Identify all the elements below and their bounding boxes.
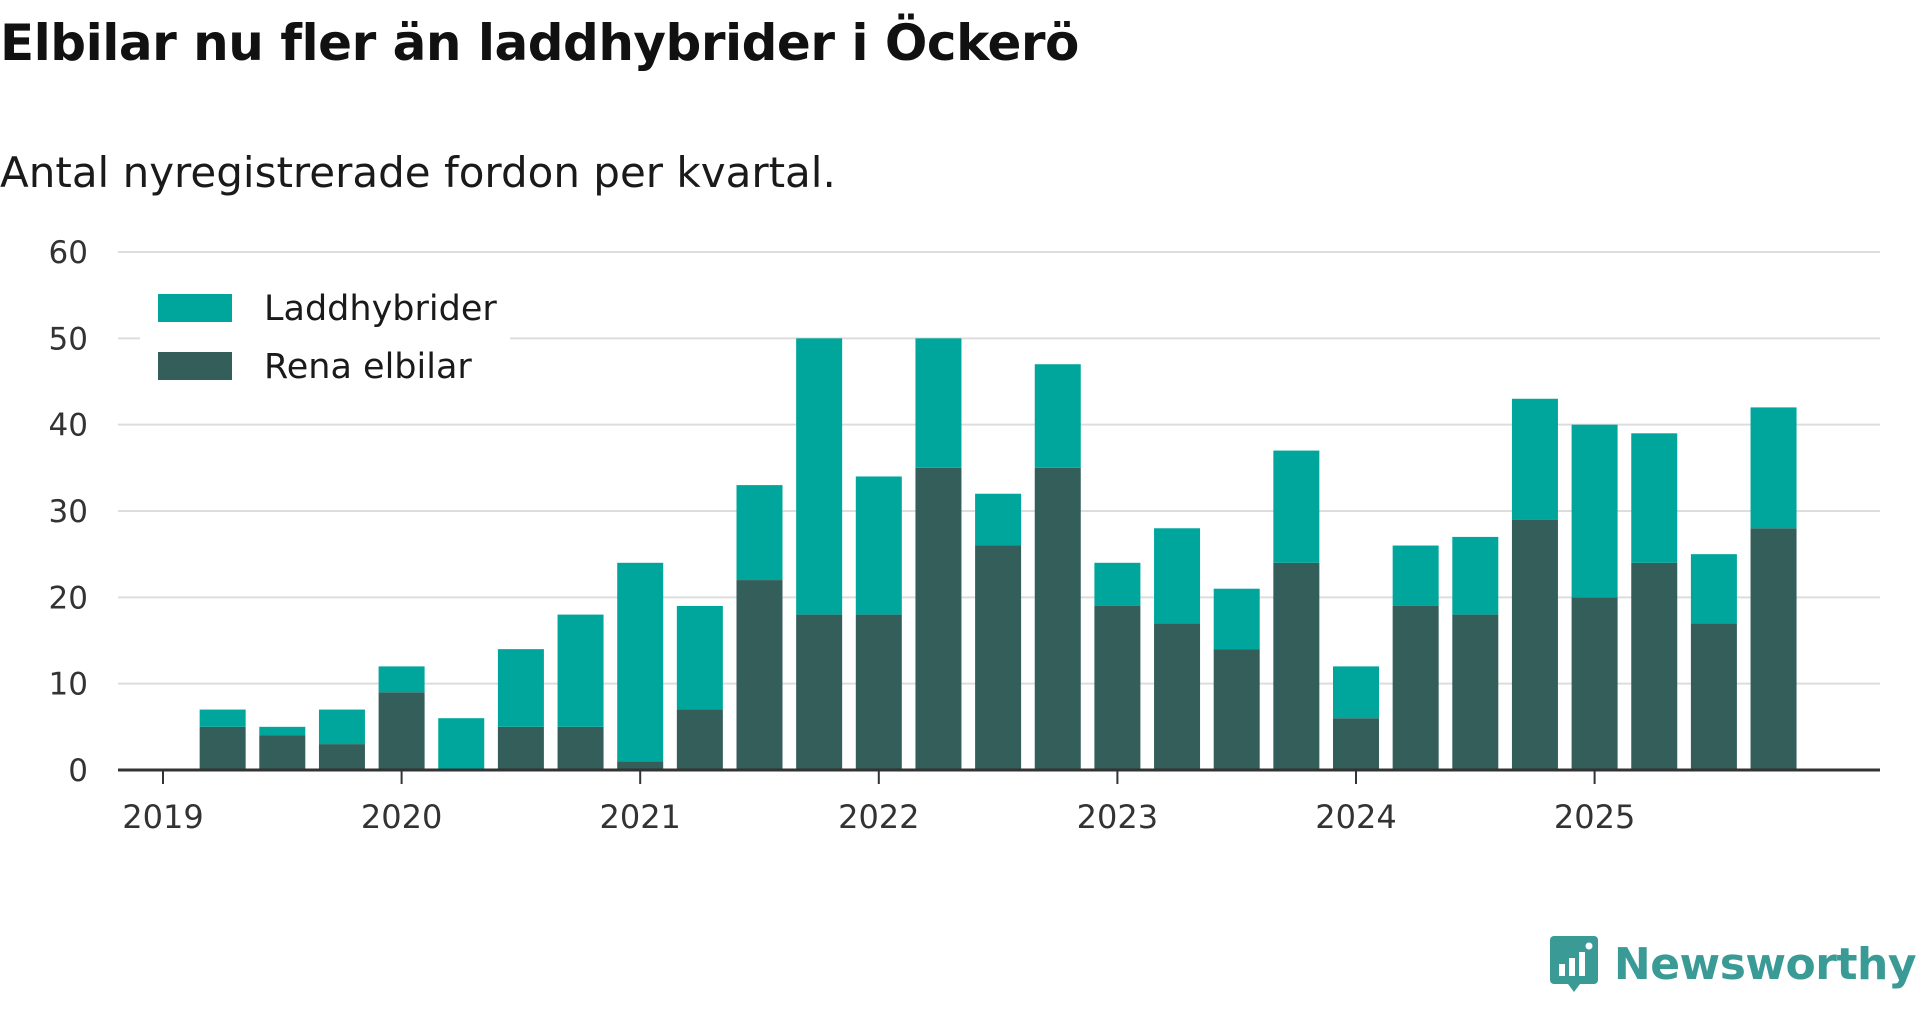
- bar-laddhybrider: [1571, 424, 1618, 598]
- x-tick-label: 2022: [838, 798, 919, 836]
- brand-name: Newsworthy: [1613, 938, 1917, 990]
- bar-rena-elbilar: [1213, 649, 1260, 770]
- chart-title: Elbilar nu fler än laddhybrider i Öckerö: [0, 14, 1079, 72]
- legend-swatch: [158, 294, 232, 322]
- x-tick-label: 2021: [599, 798, 680, 836]
- bar-rena-elbilar: [1034, 467, 1081, 770]
- bar-rena-elbilar: [736, 580, 783, 770]
- bar-rena-elbilar: [259, 735, 306, 770]
- bar-laddhybrider: [259, 726, 306, 736]
- bar-laddhybrider: [1452, 536, 1499, 615]
- bar-rena-elbilar: [975, 545, 1022, 770]
- bar-laddhybrider: [557, 614, 604, 727]
- bar-laddhybrider: [1392, 545, 1439, 606]
- bar-laddhybrider: [1213, 588, 1260, 650]
- x-tick-label: 2023: [1077, 798, 1158, 836]
- bar-laddhybrider: [1690, 554, 1737, 624]
- legend-label: Laddhybrider: [264, 289, 497, 329]
- bar-rena-elbilar: [199, 726, 246, 770]
- bar-rena-elbilar: [378, 692, 425, 770]
- bar-laddhybrider: [915, 338, 962, 468]
- bar-laddhybrider: [1094, 562, 1141, 606]
- bar-rena-elbilar: [855, 614, 902, 770]
- bar-laddhybrider: [1333, 666, 1379, 719]
- bar-rena-elbilar: [1333, 718, 1379, 770]
- bar-laddhybrider: [855, 476, 902, 615]
- legend-swatch: [158, 352, 232, 380]
- x-tick-label: 2019: [122, 798, 203, 836]
- y-tick-label: 50: [49, 321, 88, 357]
- legend-label: Rena elbilar: [264, 347, 472, 387]
- brand-logo: Newsworthy: [1548, 932, 1917, 996]
- bar-laddhybrider: [497, 649, 544, 727]
- bar-rena-elbilar: [617, 761, 664, 770]
- bar-rena-elbilar: [557, 726, 604, 770]
- bar-rena-elbilar: [1392, 605, 1439, 770]
- bar-rena-elbilar: [1631, 562, 1678, 770]
- bar-rena-elbilar: [1094, 605, 1141, 770]
- bar-rena-elbilar: [1154, 623, 1201, 770]
- bar-laddhybrider: [1154, 528, 1201, 624]
- bar-rena-elbilar: [1273, 562, 1320, 770]
- y-tick-label: 10: [49, 667, 88, 703]
- bar-laddhybrider: [1511, 398, 1558, 520]
- y-tick-label: 0: [68, 753, 88, 789]
- y-tick-label: 30: [49, 494, 88, 530]
- x-tick-label: 2024: [1315, 798, 1396, 836]
- bar-laddhybrider: [1750, 407, 1797, 529]
- bar-rena-elbilar: [497, 726, 544, 770]
- y-tick-label: 20: [49, 580, 88, 616]
- bar-laddhybrider: [1273, 450, 1320, 563]
- bar-laddhybrider: [199, 709, 246, 727]
- bar-rena-elbilar: [318, 744, 365, 770]
- bar-rena-elbilar: [915, 467, 962, 770]
- newsworthy-logo-icon: [1549, 936, 1598, 992]
- bar-rena-elbilar: [1690, 623, 1737, 770]
- bar-laddhybrider: [796, 338, 843, 615]
- bar-laddhybrider: [975, 493, 1022, 546]
- bar-rena-elbilar: [1452, 614, 1499, 770]
- y-tick-label: 40: [49, 408, 88, 444]
- bar-laddhybrider: [736, 485, 783, 581]
- bar-laddhybrider: [1034, 364, 1081, 468]
- x-tick-label: 2025: [1554, 798, 1635, 836]
- x-tick-label: 2020: [361, 798, 442, 836]
- y-tick-label: 60: [49, 235, 88, 271]
- bar-laddhybrider: [617, 562, 664, 762]
- bar-laddhybrider: [1631, 433, 1678, 563]
- bar-rena-elbilar: [1511, 519, 1558, 770]
- bar-rena-elbilar: [1750, 528, 1797, 770]
- bar-rena-elbilar: [796, 614, 843, 770]
- chart-subtitle: Antal nyregistrerade fordon per kvartal.: [0, 148, 836, 197]
- bar-laddhybrider: [676, 605, 723, 710]
- bar-laddhybrider: [378, 666, 425, 693]
- bar-laddhybrider: [318, 709, 365, 745]
- bar-laddhybrider: [438, 718, 485, 770]
- bar-rena-elbilar: [1571, 597, 1618, 770]
- bar-rena-elbilar: [676, 709, 723, 770]
